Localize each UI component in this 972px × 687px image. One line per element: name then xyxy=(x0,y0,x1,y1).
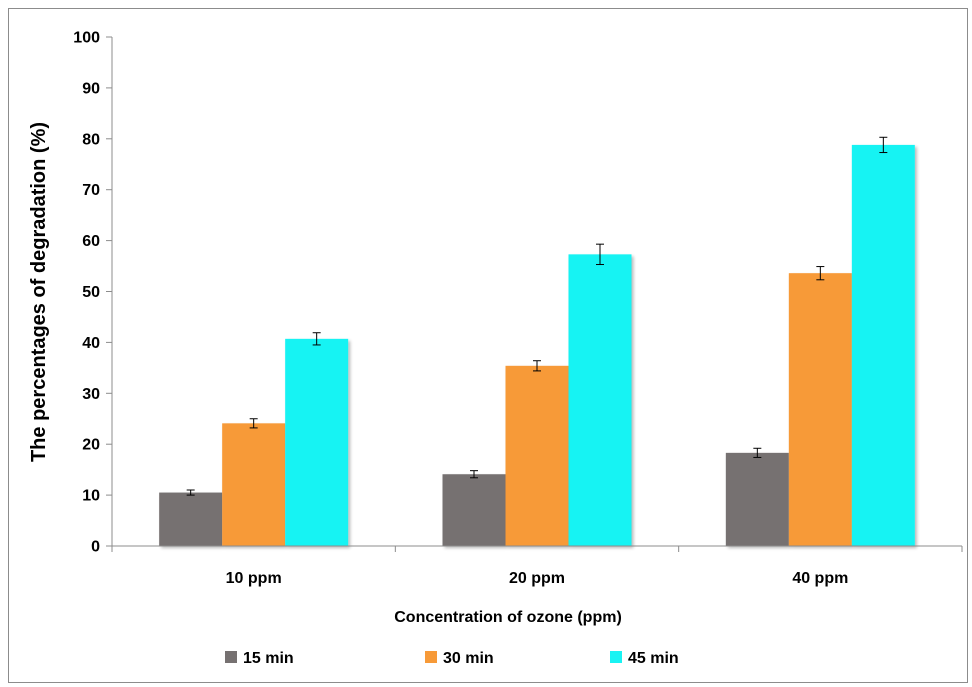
y-tick-label: 100 xyxy=(73,30,100,47)
bar xyxy=(222,423,286,546)
bar xyxy=(159,492,223,546)
error-bars-layer xyxy=(186,136,888,496)
y-tick-label: 40 xyxy=(82,335,100,352)
bar xyxy=(505,365,569,546)
bars-layer xyxy=(159,144,915,546)
y-ticks-layer: 0 10 20 30 40 50 60 70 80 90 100 xyxy=(73,30,112,556)
x-tick-label: 40 ppm xyxy=(792,570,848,587)
bar xyxy=(568,254,632,546)
y-tick-label: 0 xyxy=(91,539,100,556)
y-tick-label: 90 xyxy=(82,80,100,97)
y-axis-title: The percentages of degradation (%) xyxy=(28,122,50,462)
y-tick-label: 50 xyxy=(82,284,100,301)
bar xyxy=(725,452,789,546)
legend-label: 15 min xyxy=(243,650,294,667)
y-tick-label: 10 xyxy=(82,488,100,505)
y-tick-label: 60 xyxy=(82,233,100,250)
x-ticks-layer: 10 ppm 20 ppm 40 ppm xyxy=(111,546,963,587)
legend-swatch xyxy=(425,651,437,663)
bar xyxy=(788,273,852,546)
y-tick-label: 70 xyxy=(82,182,100,199)
bar xyxy=(851,144,915,546)
bar xyxy=(442,474,506,546)
legend-label: 30 min xyxy=(443,650,494,667)
y-tick-label: 30 xyxy=(82,386,100,403)
x-tick-label: 20 ppm xyxy=(509,570,565,587)
legend: 15 min 30 min 45 min xyxy=(225,650,679,667)
x-tick-label: 10 ppm xyxy=(226,570,282,587)
legend-swatch xyxy=(610,651,622,663)
y-tick-label: 20 xyxy=(82,437,100,454)
y-tick-label: 80 xyxy=(82,131,100,148)
bar xyxy=(285,338,349,546)
legend-swatch xyxy=(225,651,237,663)
x-axis-title: Concentration of ozone (ppm) xyxy=(394,609,622,626)
legend-label: 45 min xyxy=(628,650,679,667)
